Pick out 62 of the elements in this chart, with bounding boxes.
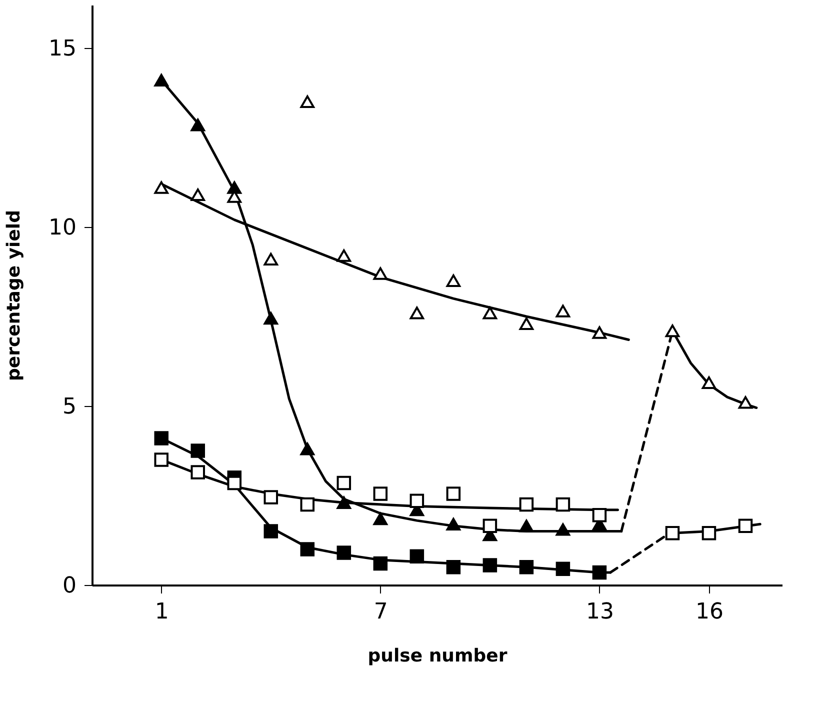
x-tick-label: 13: [586, 600, 614, 624]
point: [519, 560, 534, 574]
point: [300, 542, 315, 556]
point: [446, 560, 461, 574]
point: [665, 324, 680, 338]
point: [482, 518, 498, 534]
point: [519, 317, 534, 330]
point: [264, 524, 278, 538]
point: [702, 376, 716, 390]
point: [410, 306, 424, 320]
point: [738, 518, 753, 534]
point: [702, 526, 716, 540]
point: [154, 181, 168, 194]
point: [446, 518, 461, 530]
point: [373, 267, 388, 280]
y-tick-label: 0: [62, 574, 76, 598]
point: [154, 431, 168, 446]
point: [556, 497, 570, 512]
point: [300, 95, 315, 108]
point: [592, 508, 607, 522]
point: [482, 306, 498, 320]
point: [592, 565, 607, 580]
point: [556, 304, 570, 318]
point: [190, 118, 205, 132]
point: [300, 442, 315, 456]
y-tick-label: 5: [62, 394, 76, 420]
point: [227, 476, 242, 490]
point: [373, 556, 388, 571]
point: [264, 252, 278, 266]
point: [336, 546, 352, 560]
x-tick-label: 1: [154, 600, 169, 624]
point: [300, 497, 315, 512]
point: [592, 326, 607, 339]
point: [373, 512, 388, 526]
point: [482, 558, 498, 572]
point: [373, 486, 388, 501]
point: [519, 520, 534, 532]
point: [556, 523, 570, 536]
point: [336, 476, 352, 490]
x-tick-label: 7: [374, 600, 388, 624]
y-tick-label: 15: [48, 36, 76, 62]
point: [336, 249, 352, 262]
point: [190, 188, 205, 202]
point: [190, 465, 205, 480]
point: [336, 496, 352, 509]
point: [190, 444, 205, 458]
y-axis-title: percentage yield: [4, 210, 25, 381]
point: [556, 562, 570, 576]
point: [410, 549, 424, 564]
y-tick-label: 10: [48, 215, 76, 240]
x-tick-label: 16: [695, 600, 724, 624]
point: [264, 312, 278, 325]
point: [410, 494, 424, 508]
point: [154, 452, 168, 467]
point: [446, 274, 461, 287]
point: [446, 486, 461, 501]
point: [738, 396, 753, 409]
x-axis-title: pulse number: [368, 646, 508, 666]
point: [264, 490, 278, 504]
point: [519, 497, 534, 512]
point: [665, 526, 680, 540]
point: [154, 74, 168, 86]
